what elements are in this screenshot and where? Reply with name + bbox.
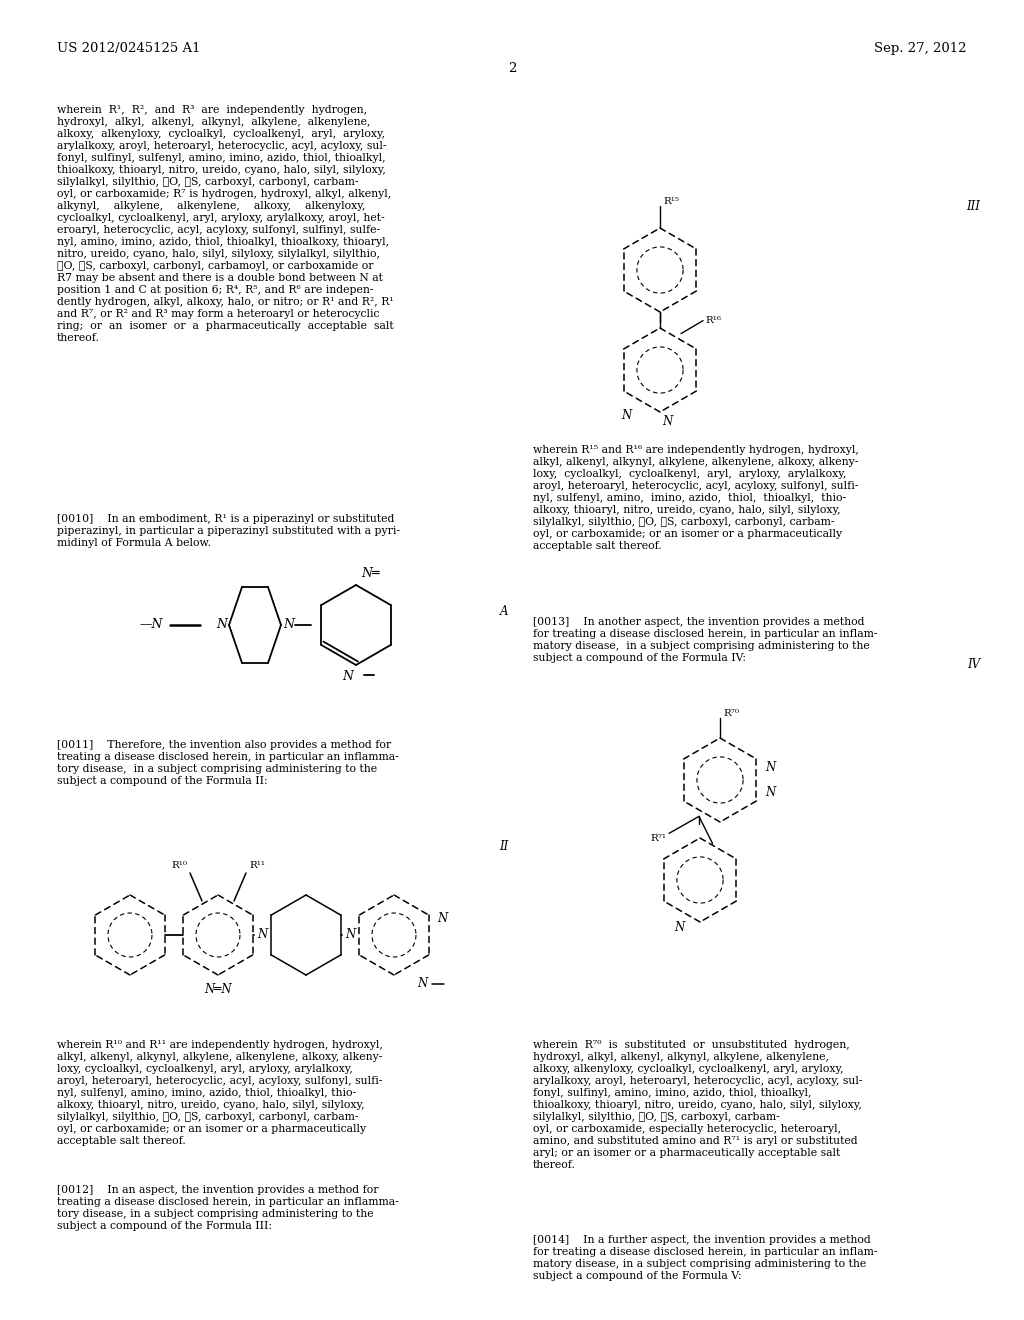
- Text: N: N: [417, 977, 427, 990]
- Text: [0011]    Therefore, the invention also provides a method for
treating a disease: [0011] Therefore, the invention also pro…: [57, 741, 398, 785]
- Text: N: N: [621, 409, 631, 422]
- Text: N: N: [662, 414, 672, 428]
- Text: IV: IV: [967, 657, 980, 671]
- Text: N: N: [342, 671, 353, 682]
- Text: N: N: [216, 619, 227, 631]
- Text: III: III: [966, 201, 980, 213]
- Text: wherein  R⁷⁰  is  substituted  or  unsubstituted  hydrogen,
hydroxyl, alkyl, alk: wherein R⁷⁰ is substituted or unsubstitu…: [534, 1040, 862, 1170]
- Text: wherein R¹⁵ and R¹⁶ are independently hydrogen, hydroxyl,
alkyl, alkenyl, alkyny: wherein R¹⁵ and R¹⁶ are independently hy…: [534, 445, 859, 550]
- Text: R¹⁵: R¹⁵: [663, 197, 679, 206]
- Text: R¹¹: R¹¹: [249, 861, 265, 870]
- Text: 2: 2: [508, 62, 516, 75]
- Text: [0013]    In another aspect, the invention provides a method
for treating a dise: [0013] In another aspect, the invention …: [534, 616, 878, 663]
- Text: N: N: [674, 921, 684, 935]
- Text: [0014]    In a further aspect, the invention provides a method
for treating a di: [0014] In a further aspect, the inventio…: [534, 1236, 878, 1280]
- Text: N═: N═: [361, 568, 380, 579]
- Text: Sep. 27, 2012: Sep. 27, 2012: [874, 42, 967, 55]
- Text: N: N: [765, 787, 775, 799]
- Text: N: N: [765, 760, 775, 774]
- Text: R¹⁰: R¹⁰: [171, 861, 187, 870]
- Text: wherein R¹⁰ and R¹¹ are independently hydrogen, hydroxyl,
alkyl, alkenyl, alkyny: wherein R¹⁰ and R¹¹ are independently hy…: [57, 1040, 383, 1146]
- Text: [0010]    In an embodiment, R¹ is a piperazinyl or substituted
piperazinyl, in p: [0010] In an embodiment, R¹ is a piperaz…: [57, 513, 400, 548]
- Text: N: N: [437, 912, 447, 925]
- Text: N═N: N═N: [204, 983, 231, 997]
- Text: R⁷⁰: R⁷⁰: [723, 709, 739, 718]
- Text: N: N: [283, 619, 294, 631]
- Text: N: N: [257, 928, 267, 941]
- Text: —N: —N: [139, 619, 163, 631]
- Text: wherein  R¹,  R²,  and  R³  are  independently  hydrogen,
hydroxyl,  alkyl,  alk: wherein R¹, R², and R³ are independently…: [57, 106, 394, 343]
- Text: R⁷¹: R⁷¹: [650, 834, 666, 843]
- Text: [0012]    In an aspect, the invention provides a method for
treating a disease d: [0012] In an aspect, the invention provi…: [57, 1185, 398, 1232]
- Text: R¹⁶: R¹⁶: [705, 315, 721, 325]
- Text: II: II: [499, 840, 508, 853]
- Text: N: N: [345, 928, 355, 941]
- Text: US 2012/0245125 A1: US 2012/0245125 A1: [57, 42, 201, 55]
- Text: A: A: [500, 605, 508, 618]
